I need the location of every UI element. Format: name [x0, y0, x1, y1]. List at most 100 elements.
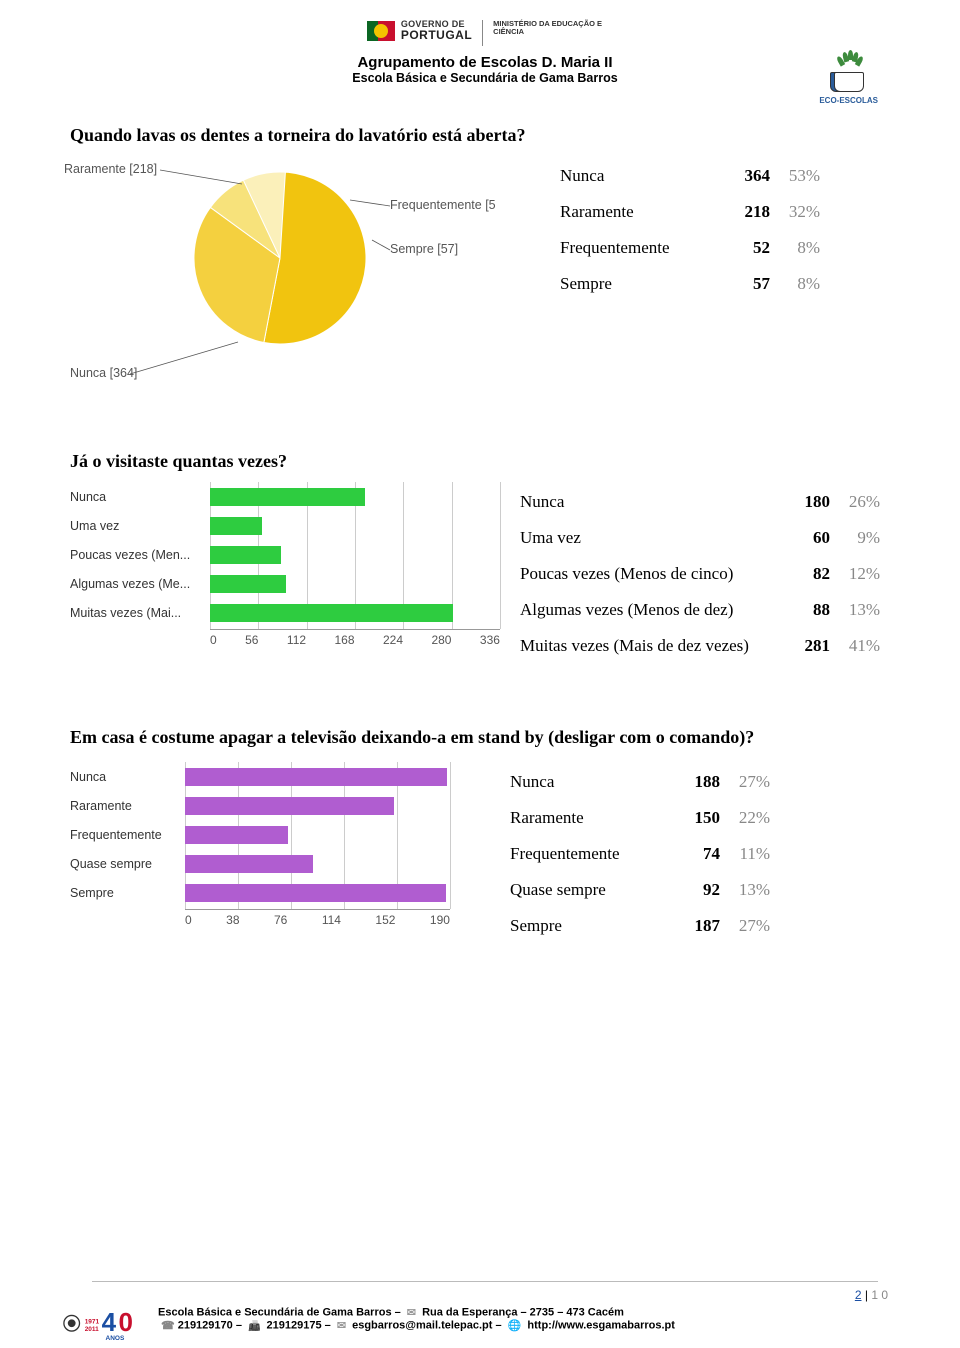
q2-bar-chart: NuncaUma vezPoucas vezes (Men...Algumas … — [70, 482, 500, 647]
row-count: 74 — [670, 844, 720, 864]
page-number: 2 | 1 0 — [82, 1288, 888, 1302]
row-label: Raramente — [510, 808, 670, 828]
bar — [185, 797, 394, 815]
bar-row: Nunca — [70, 484, 500, 510]
row-percent: 8% — [770, 274, 820, 294]
data-row: Nunca36453% — [560, 166, 820, 186]
svg-text:0: 0 — [119, 1307, 133, 1337]
data-row: Algumas vezes (Menos de dez)8813% — [520, 600, 880, 620]
q2-title: Já o visitaste quantas vezes? — [70, 451, 900, 472]
row-label: Nunca — [560, 166, 720, 186]
data-row: Frequentemente528% — [560, 238, 820, 258]
row-percent: 13% — [830, 600, 880, 620]
data-row: Frequentemente7411% — [510, 844, 770, 864]
row-count: 88 — [780, 600, 830, 620]
row-count: 218 — [720, 202, 770, 222]
q3-title: Em casa é costume apagar a televisão dei… — [70, 727, 900, 748]
q1-data-table: Nunca36453% Raramente21832% Frequentemente… — [560, 166, 820, 310]
footer-contacts: 219129170 – 219129175 – esgbarros@mail.t… — [158, 1319, 675, 1332]
envelope-icon — [407, 1306, 416, 1319]
row-count: 281 — [780, 636, 830, 656]
row-percent: 12% — [830, 564, 880, 584]
axis-tick: 76 — [274, 913, 287, 927]
row-label: Nunca — [520, 492, 780, 512]
fax-icon — [248, 1320, 260, 1332]
gov-header: GOVERNO DE PORTUGAL MINISTÉRIO DA EDUCAÇ… — [70, 20, 900, 46]
row-label: Raramente — [560, 202, 720, 222]
row-label: Algumas vezes (Menos de dez) — [520, 600, 780, 620]
school-title-1: Agrupamento de Escolas D. Maria II — [70, 54, 900, 71]
row-label: Uma vez — [520, 528, 780, 548]
row-count: 60 — [780, 528, 830, 548]
page-footer: 2 | 1 0 1971 2011 4 0 ANOS Escola Básica… — [70, 1281, 900, 1342]
gov-line2: PORTUGAL — [401, 29, 472, 41]
q1-title: Quando lavas os dentes a torneira do lav… — [70, 125, 900, 146]
svg-text:4: 4 — [102, 1307, 117, 1337]
data-row: Raramente21832% — [560, 202, 820, 222]
bar-row: Nunca — [70, 764, 450, 790]
row-count: 364 — [720, 166, 770, 186]
axis-tick: 112 — [287, 633, 306, 647]
bar — [185, 884, 446, 902]
bar-label: Muitas vezes (Mai... — [70, 606, 210, 620]
row-percent: 41% — [830, 636, 880, 656]
footer-address: Escola Básica e Secundária de Gama Barro… — [158, 1306, 675, 1319]
eco-label: ECO-ESCOLAS — [819, 96, 878, 105]
data-row: Poucas vezes (Menos de cinco)8212% — [520, 564, 880, 584]
bar-label: Algumas vezes (Me... — [70, 577, 210, 591]
row-label: Poucas vezes (Menos de cinco) — [520, 564, 780, 584]
row-label: Frequentemente — [510, 844, 670, 864]
row-label: Frequentemente — [560, 238, 720, 258]
portugal-flag-logo: GOVERNO DE PORTUGAL — [367, 20, 472, 41]
q1-pie-chart: Raramente [218]Frequentemente [5Sempre [… — [70, 156, 530, 396]
svg-text:ANOS: ANOS — [106, 1335, 125, 1342]
row-percent: 8% — [770, 238, 820, 258]
row-percent: 27% — [720, 916, 770, 936]
axis-tick: 56 — [245, 633, 258, 647]
bar — [185, 826, 288, 844]
row-percent: 11% — [720, 844, 770, 864]
row-percent: 13% — [720, 880, 770, 900]
data-row: Quase sempre9213% — [510, 880, 770, 900]
data-row: Nunca18827% — [510, 772, 770, 792]
bar — [210, 517, 262, 535]
axis-tick: 336 — [480, 633, 500, 647]
row-percent: 26% — [830, 492, 880, 512]
axis-tick: 280 — [431, 633, 451, 647]
section-q1: Quando lavas os dentes a torneira do lav… — [70, 125, 900, 396]
axis-tick: 0 — [185, 913, 192, 927]
school-title-2: Escola Básica e Secundária de Gama Barro… — [70, 71, 900, 85]
bar-row: Algumas vezes (Me... — [70, 571, 500, 597]
svg-text:1971: 1971 — [85, 1318, 100, 1325]
svg-text:2011: 2011 — [85, 1326, 99, 1333]
row-label: Nunca — [510, 772, 670, 792]
axis-tick: 190 — [430, 913, 450, 927]
flag-icon — [367, 21, 395, 41]
bar — [210, 575, 286, 593]
bar-row: Uma vez — [70, 513, 500, 539]
bar-row: Sempre — [70, 880, 450, 906]
bar — [210, 604, 453, 622]
row-count: 180 — [780, 492, 830, 512]
row-count: 82 — [780, 564, 830, 584]
q2-data-table: Nunca18026%Uma vez609%Poucas vezes (Meno… — [520, 492, 880, 672]
phone-icon — [161, 1319, 175, 1332]
school-header: Agrupamento de Escolas D. Maria II Escol… — [70, 54, 900, 85]
bar-label: Uma vez — [70, 519, 210, 533]
row-count: 92 — [670, 880, 720, 900]
section-q3: Em casa é costume apagar a televisão dei… — [70, 727, 900, 952]
eco-escolas-logo: ECO-ESCOLAS — [819, 48, 878, 105]
header-divider — [482, 20, 483, 46]
bar — [185, 855, 313, 873]
data-row: Sempre18727% — [510, 916, 770, 936]
bar-label: Nunca — [70, 770, 185, 784]
axis-tick: 114 — [322, 913, 341, 927]
axis-tick: 0 — [210, 633, 217, 647]
globe-icon — [508, 1319, 522, 1332]
data-row: Nunca18026% — [520, 492, 880, 512]
q3-bar-chart: NuncaRaramenteFrequentementeQuase sempre… — [70, 762, 450, 927]
bar — [210, 546, 281, 564]
bar-label: Sempre — [70, 886, 185, 900]
row-percent: 53% — [770, 166, 820, 186]
bar-row: Muitas vezes (Mai... — [70, 600, 500, 626]
